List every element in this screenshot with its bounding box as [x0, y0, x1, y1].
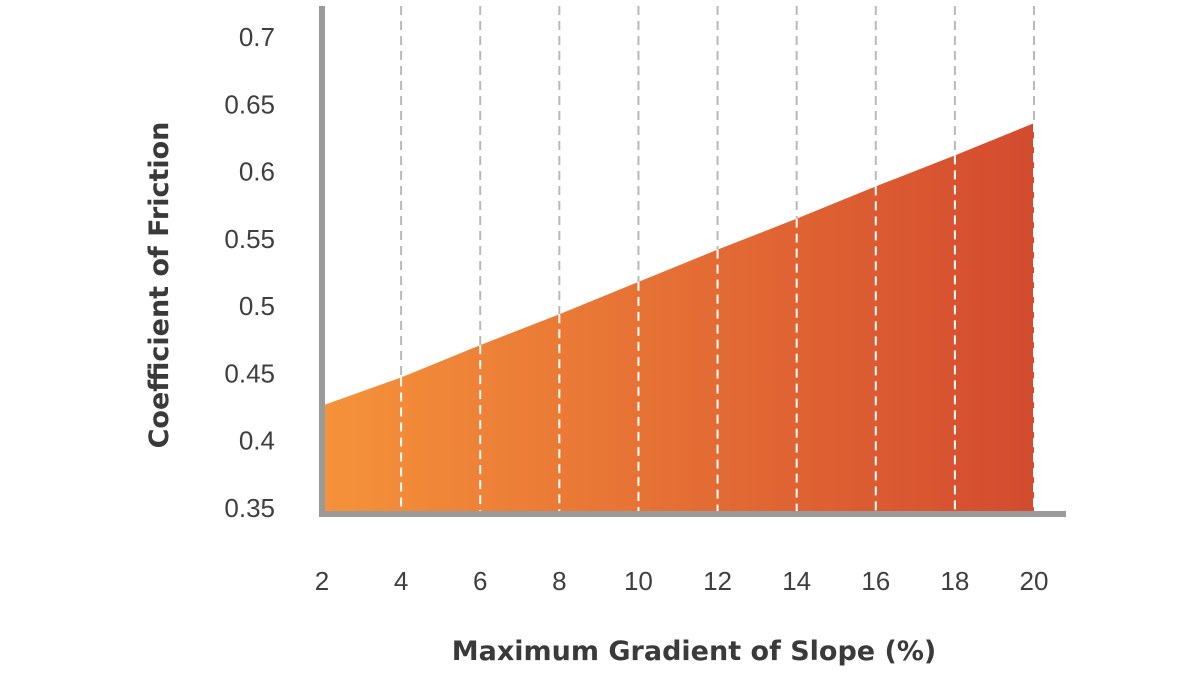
y-tick-label: 0.55 [224, 224, 275, 254]
y-tick-label: 0.45 [224, 358, 275, 388]
y-tick-label: 0.65 [224, 89, 275, 119]
y-tick-label: 0.7 [239, 22, 275, 52]
y-tick-label: 0.35 [224, 493, 275, 523]
area-layer [322, 123, 1034, 514]
x-tick-label: 4 [394, 566, 408, 596]
x-tick-label: 8 [552, 566, 566, 596]
y-tick-label: 0.4 [239, 426, 275, 456]
y-tick-labels: 0.35 0.4 0.45 0.5 0.55 0.6 0.65 0.7 [224, 22, 275, 523]
series-area [322, 123, 1034, 514]
grid-layer [400, 6, 1035, 514]
x-tick-label: 14 [782, 566, 811, 596]
y-axis-title: Coefficient of Friction [144, 122, 175, 449]
y-tick-label: 0.6 [239, 157, 275, 187]
x-tick-labels: 2 4 6 8 10 12 14 16 18 20 [315, 566, 1049, 596]
x-tick-label: 12 [703, 566, 732, 596]
x-tick-label: 18 [940, 566, 969, 596]
x-tick-label: 20 [1020, 566, 1049, 596]
x-tick-label: 6 [473, 566, 487, 596]
x-tick-label: 2 [315, 566, 329, 596]
x-tick-label: 16 [861, 566, 890, 596]
x-axis-title: Maximum Gradient of Slope (%) [452, 636, 936, 667]
x-tick-label: 10 [624, 566, 653, 596]
y-tick-label: 0.5 [239, 291, 275, 321]
axis-layer [319, 6, 1066, 517]
